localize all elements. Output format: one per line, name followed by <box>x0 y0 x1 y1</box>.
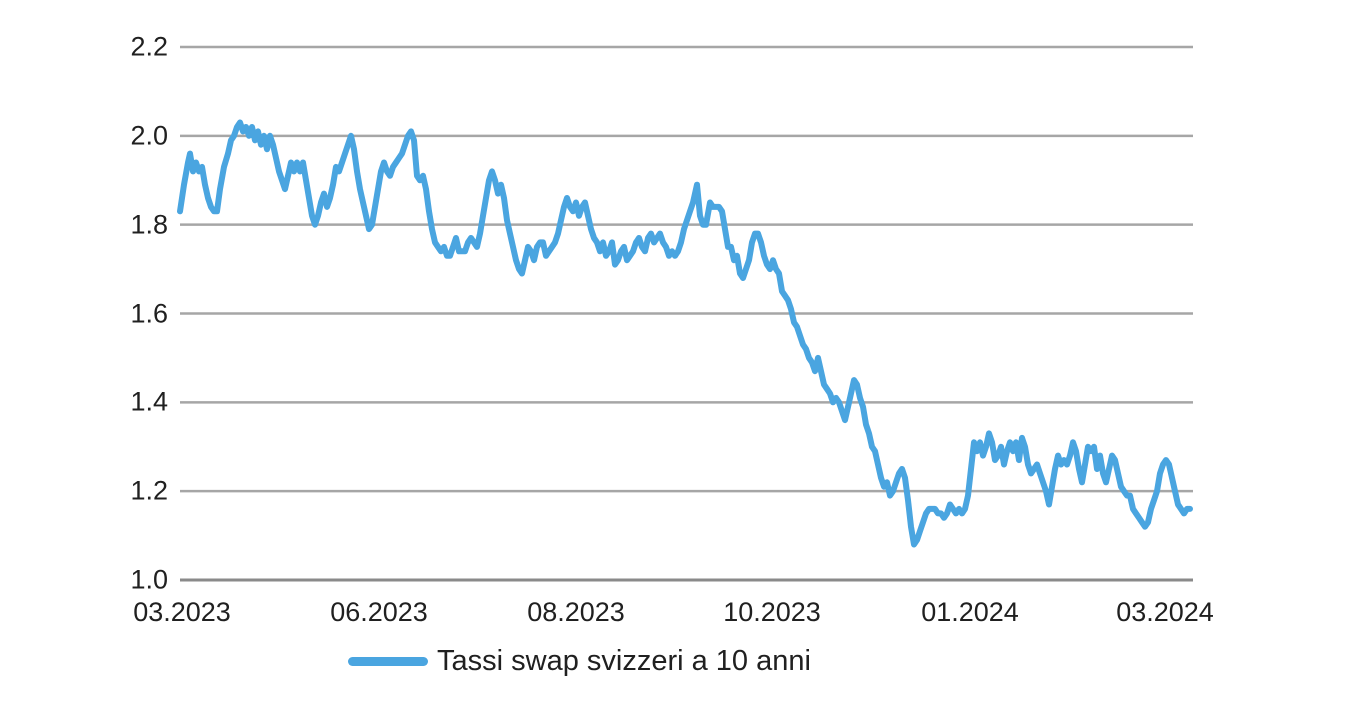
x-tick-label: 06.2023 <box>330 597 428 627</box>
y-tick-label: 2.0 <box>130 120 168 151</box>
x-tick-label: 03.2024 <box>1116 597 1214 627</box>
x-tick-label: 03.2023 <box>133 597 231 627</box>
x-tick-label: 08.2023 <box>527 597 625 627</box>
legend-label: Tassi swap svizzeri a 10 anni <box>437 645 811 677</box>
series-line <box>177 119 1193 548</box>
legend-line-swatch <box>348 656 428 666</box>
y-tick-label: 2.2 <box>130 31 168 62</box>
x-tick-label: 10.2023 <box>723 597 821 627</box>
y-tick-label: 1.4 <box>130 386 168 417</box>
y-tick-label: 1.2 <box>130 475 168 506</box>
y-tick-label: 1.6 <box>130 298 168 328</box>
legend: Tassi swap svizzeri a 10 anni <box>348 645 811 677</box>
y-tick-label: 1.0 <box>130 564 168 595</box>
x-tick-label: 01.2024 <box>921 597 1019 627</box>
y-tick-label: 1.8 <box>130 209 168 240</box>
